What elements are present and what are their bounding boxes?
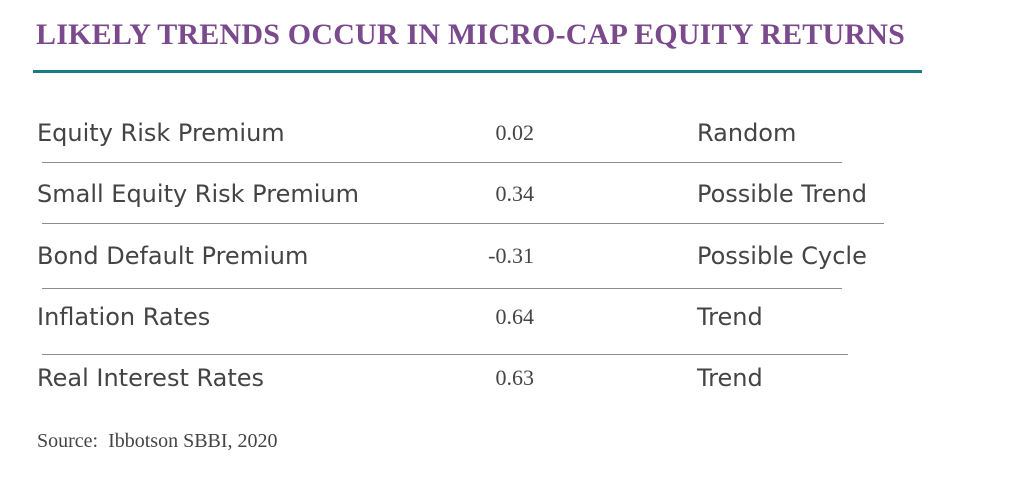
row-value: 0.02 bbox=[495, 120, 535, 145]
source-note: Source: Ibbotson SBBI, 2020 bbox=[37, 430, 278, 452]
table-row: Inflation Rates 0.64 Trend bbox=[0, 297, 1014, 337]
row-status: Random bbox=[697, 119, 797, 147]
table-row: Equity Risk Premium 0.02 Random bbox=[0, 113, 1014, 153]
row-divider bbox=[42, 288, 842, 289]
page-title: LIKELY TRENDS OCCUR IN MICRO-CAP EQUITY … bbox=[36, 18, 905, 51]
row-status: Possible Cycle bbox=[697, 242, 867, 270]
row-label: Equity Risk Premium bbox=[37, 119, 285, 147]
row-value: 0.64 bbox=[495, 304, 535, 329]
row-status: Possible Trend bbox=[697, 180, 867, 208]
row-value: -0.31 bbox=[488, 243, 534, 268]
table-row: Bond Default Premium -0.31 Possible Cycl… bbox=[0, 236, 1014, 276]
table-row: Small Equity Risk Premium 0.34 Possible … bbox=[0, 174, 1014, 214]
row-label: Inflation Rates bbox=[37, 303, 211, 331]
row-status: Trend bbox=[697, 364, 763, 392]
row-label: Bond Default Premium bbox=[37, 242, 309, 270]
row-divider bbox=[42, 162, 842, 163]
row-divider bbox=[42, 223, 884, 224]
title-underline bbox=[33, 70, 922, 73]
row-label: Small Equity Risk Premium bbox=[37, 180, 359, 208]
row-divider bbox=[42, 354, 848, 355]
table-row: Real Interest Rates 0.63 Trend bbox=[0, 358, 1014, 398]
row-value: 0.63 bbox=[495, 365, 535, 390]
row-status: Trend bbox=[697, 303, 763, 331]
row-label: Real Interest Rates bbox=[37, 364, 265, 392]
row-value: 0.34 bbox=[495, 181, 535, 206]
